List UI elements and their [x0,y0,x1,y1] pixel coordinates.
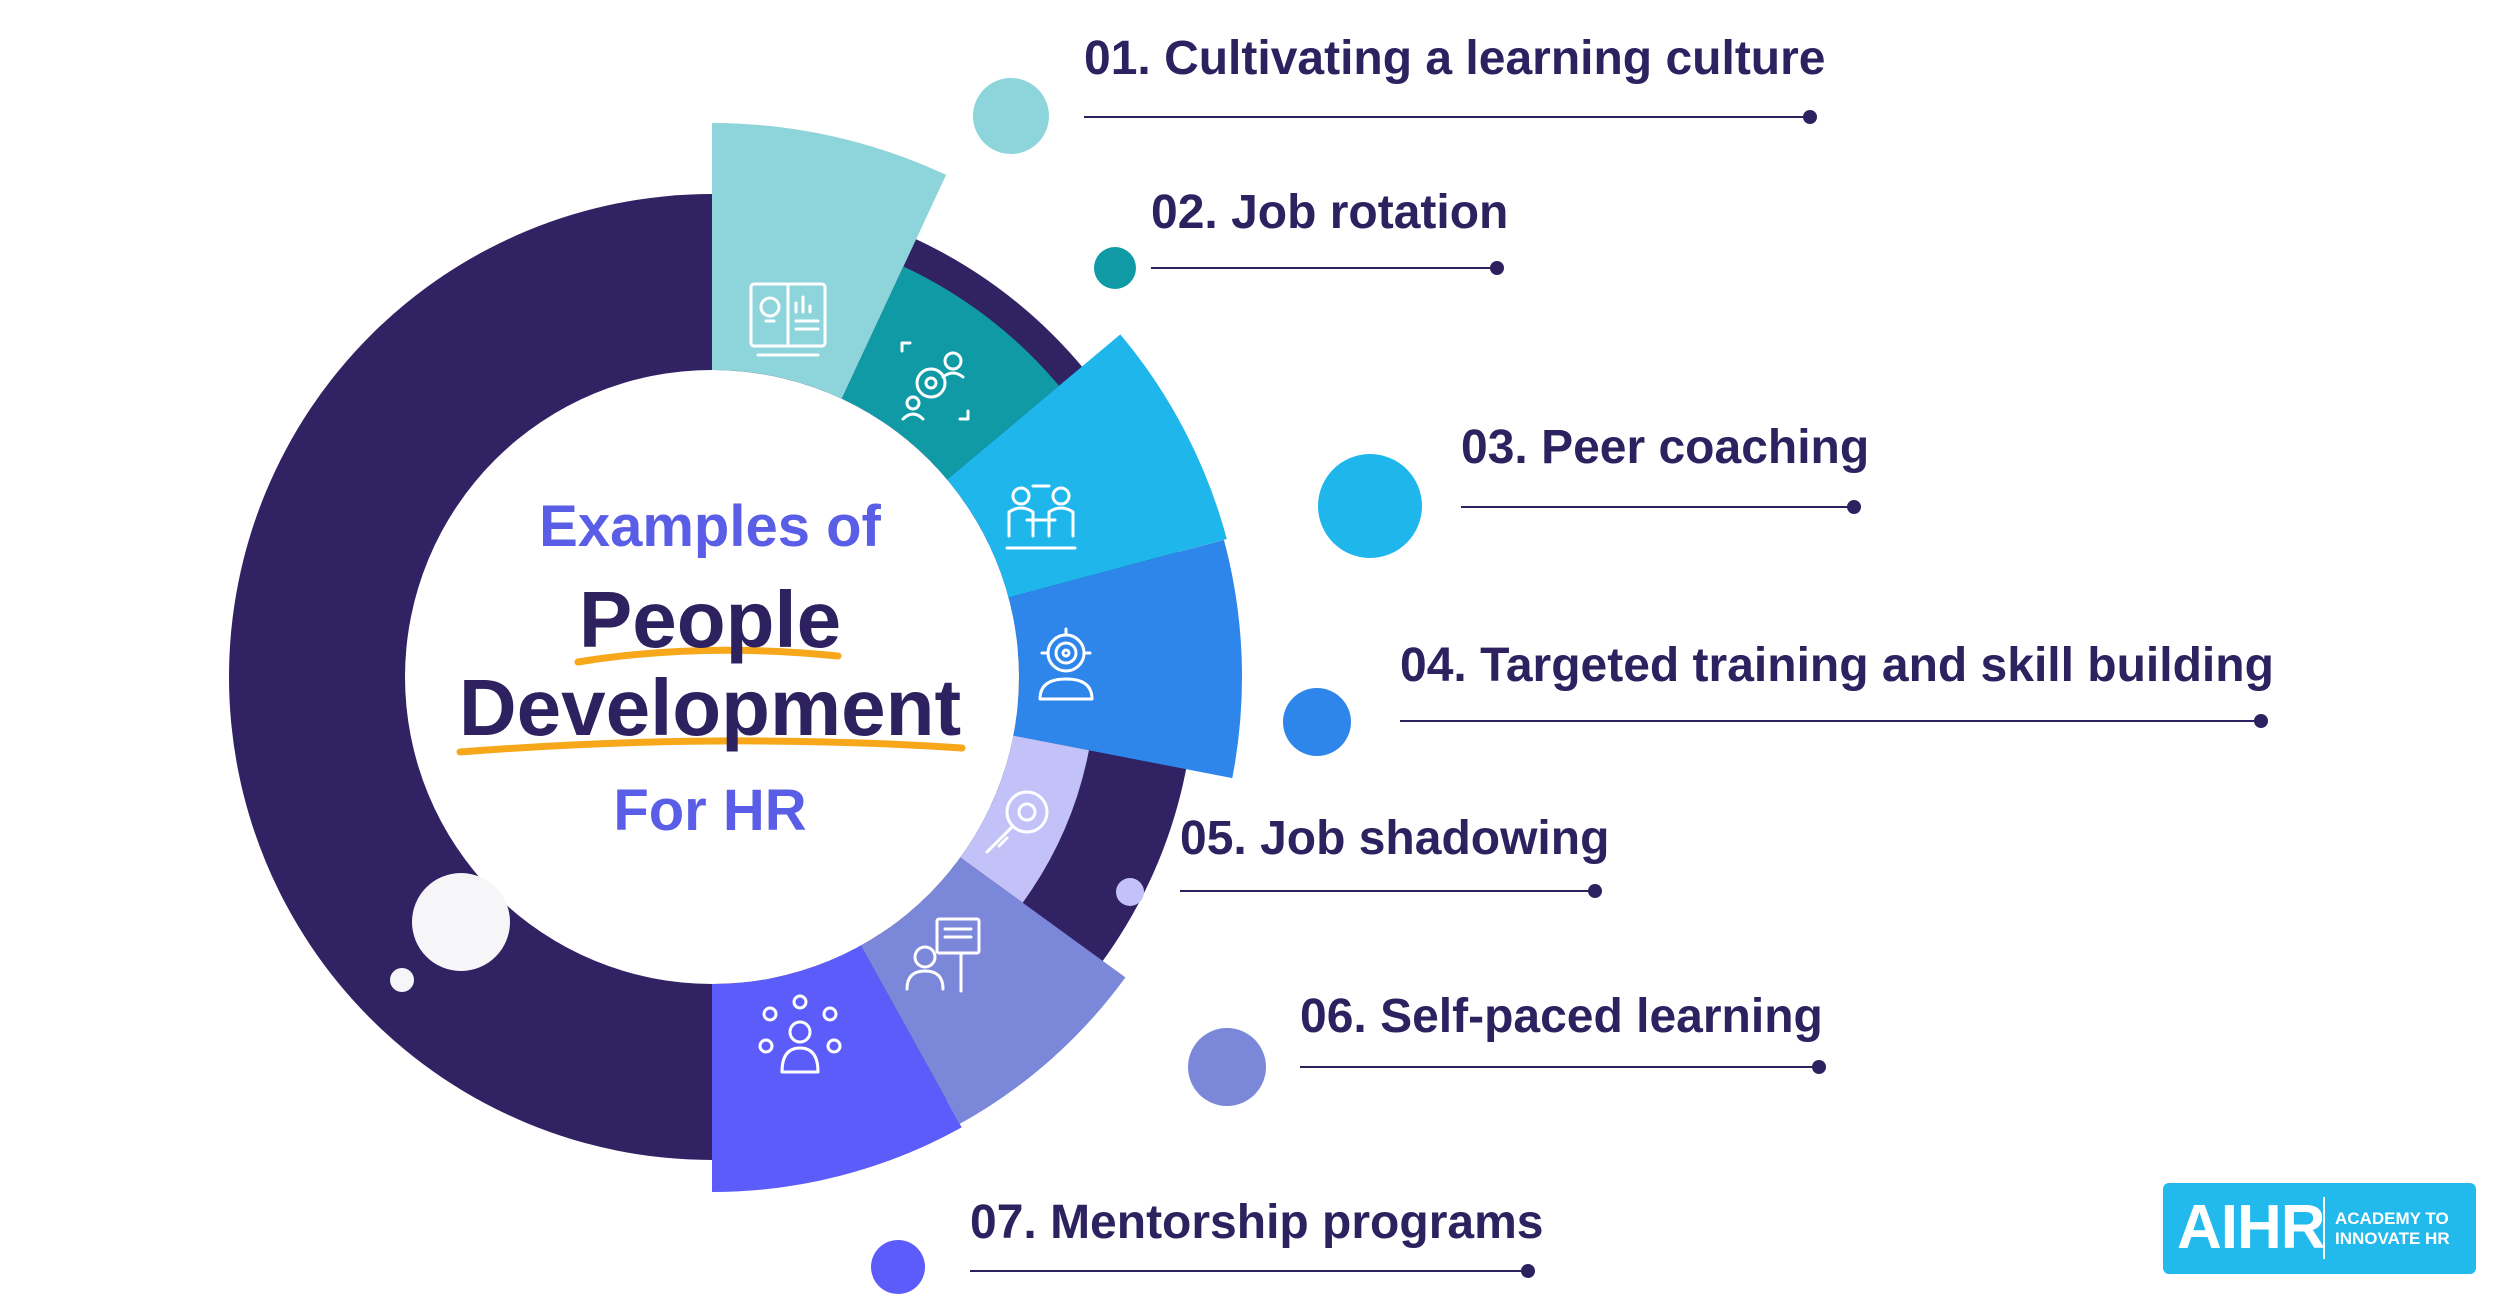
segment-4 [1008,539,1242,779]
target-person-icon [1038,627,1094,701]
mentor-network-icon [758,994,842,1074]
leader-dot-3 [1847,500,1861,514]
center-heading-for-hr: For HR [613,778,807,843]
item-bubble-7 [871,1240,925,1294]
decor-bubble-large [412,873,510,971]
item-bubble-4 [1283,688,1351,756]
self-learning-icon [905,917,981,993]
center-heading-development: Development [458,663,962,752]
segment-3 [947,334,1227,598]
decor-bubble-small [390,968,414,992]
segment-1 [712,123,947,399]
center-heading-intro: Examples of [539,494,881,559]
item-bubble-2 [1094,247,1136,289]
leader-dot-7 [1521,1264,1535,1278]
magnifier-gear-icon [985,790,1049,854]
logo-tagline: ACADEMY TO INNOVATE HR [2335,1209,2470,1249]
leader-dot-6 [1812,1060,1826,1074]
learning-book-icon [749,282,827,357]
item-label-7: 07. Mentorship programs [970,1196,1544,1249]
underline-people [574,646,842,666]
item-label-4: 04. Targeted training and skill building [1400,639,2274,692]
leader-dot-1 [1803,110,1817,124]
logo-divider [2323,1197,2325,1259]
peer-coaching-icon [1005,484,1077,550]
center-disk [405,370,1019,984]
rotation-gears-icon [900,341,970,421]
item-bubble-3 [1318,454,1422,558]
leader-dot-2 [1490,261,1504,275]
logo-tagline-line1: ACADEMY TO [2335,1209,2449,1228]
underline-development [456,737,966,756]
item-label-3: 03. Peer coaching [1461,421,1870,474]
logo-wordmark: AIHR [2177,1193,2326,1262]
leader-dot-4 [2254,714,2268,728]
segment-7 [712,945,962,1192]
item-bubble-1 [973,78,1049,154]
item-label-1: 01. Cultivating a learning culture [1084,32,1826,85]
logo-tagline-line2: INNOVATE HR [2335,1229,2450,1248]
item-bubble-6 [1188,1028,1266,1106]
item-bubble-5 [1116,878,1144,906]
center-heading-people: People [578,575,842,664]
aihr-logo: AIHR ACADEMY TO INNOVATE HR [2163,1183,2476,1274]
segment-6 [860,857,1126,1124]
item-label-6: 06. Self-paced learning [1300,990,1823,1043]
item-label-2: 02. Job rotation [1151,186,1509,239]
item-label-5: 05. Job shadowing [1180,812,1610,865]
leader-dot-5 [1588,884,1602,898]
